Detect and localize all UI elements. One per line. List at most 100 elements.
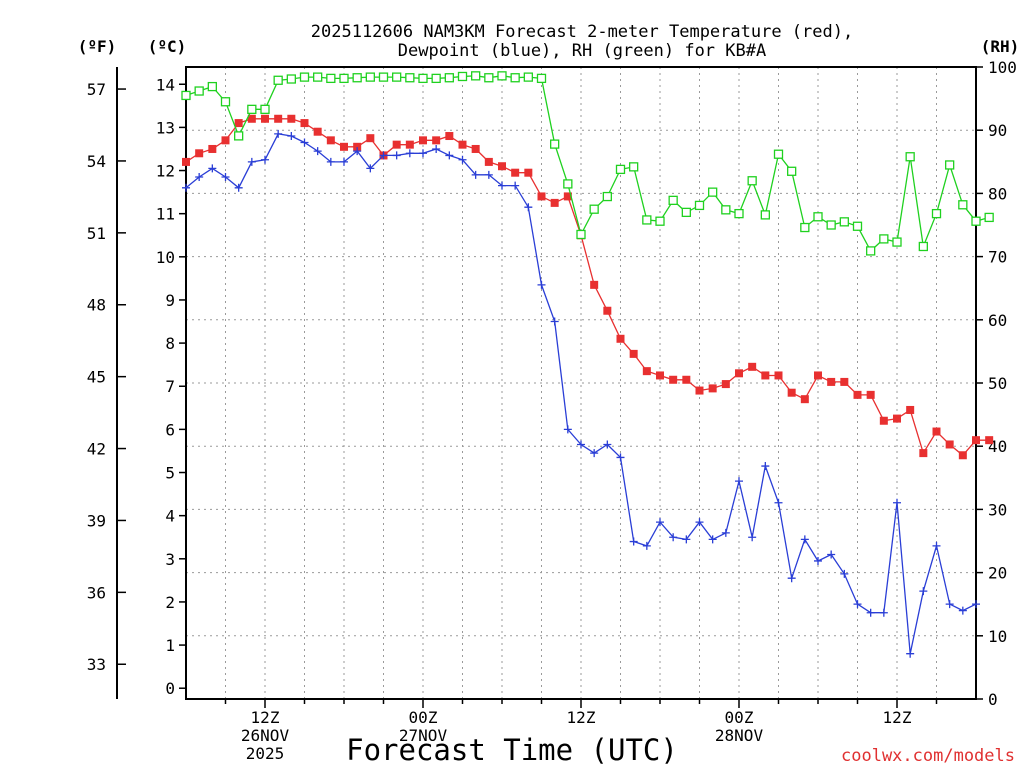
- dewpoint-point: [800, 535, 809, 544]
- temperature-point: [879, 416, 888, 425]
- rh-point: [852, 221, 863, 231]
- temperature-point: [550, 198, 559, 207]
- dewpoint-point: [274, 129, 283, 138]
- dewpoint-point: [550, 317, 559, 326]
- temperature-point: [958, 451, 967, 460]
- rh-point: [839, 217, 849, 227]
- temperature-point: [261, 114, 269, 123]
- temperature-point: [300, 119, 309, 128]
- rh-point: [418, 73, 428, 84]
- temperature-point: [247, 114, 256, 123]
- temperature-point: [445, 132, 454, 141]
- x-tick-label: 12Z: [567, 708, 596, 727]
- rh-point: [497, 71, 507, 81]
- rh-line: [185, 75, 990, 252]
- x-tick-label: 28NOV: [715, 726, 764, 745]
- temperature-point: [313, 127, 322, 136]
- x-tick-label: 27NOV: [399, 726, 448, 745]
- rh-point: [405, 73, 415, 83]
- celsius-tick-label: 13: [156, 118, 175, 137]
- temperature-point: [287, 114, 296, 123]
- temperature-point: [471, 144, 480, 153]
- dewpoint-point: [234, 183, 243, 192]
- dewpoint-point: [919, 587, 928, 596]
- fahrenheit-tick-label: 36: [87, 583, 106, 602]
- temperature-point: [748, 362, 757, 371]
- rh-point: [826, 220, 836, 230]
- celsius-tick-label: 12: [156, 162, 175, 181]
- temperature-point: [458, 140, 467, 149]
- rh-point: [734, 208, 744, 219]
- celsius-tick-label: 14: [156, 75, 175, 94]
- temperature-point: [919, 449, 928, 458]
- rh-point: [247, 104, 257, 114]
- dewpoint-point: [392, 151, 401, 160]
- rh-tick-label: 80: [988, 184, 1007, 203]
- rh-point: [879, 234, 889, 244]
- celsius-tick-label: 3: [165, 550, 175, 569]
- rh-point: [800, 222, 810, 233]
- rh-point: [352, 73, 362, 83]
- dewpoint-point: [748, 533, 757, 542]
- temperature-point: [721, 380, 730, 389]
- rh-tick-label: 30: [988, 500, 1007, 519]
- fahrenheit-tick-label: 39: [87, 511, 106, 530]
- fahrenheit-tick-label: 54: [87, 152, 106, 171]
- dewpoint-point: [445, 151, 454, 160]
- dewpoint-point: [972, 600, 980, 609]
- x-tick-label: 12Z: [883, 708, 912, 727]
- rh-point: [668, 195, 678, 206]
- temperature-point: [221, 136, 230, 145]
- temperature-point: [524, 168, 533, 177]
- dewpoint-point: [484, 170, 493, 179]
- temperature-point: [800, 395, 809, 404]
- dewpoint-point: [932, 541, 941, 550]
- temperature-point: [945, 440, 954, 449]
- x-tick-label: 26NOV: [241, 726, 290, 745]
- temperature-point: [893, 414, 901, 423]
- rh-tick-label: 60: [988, 311, 1007, 330]
- x-tick-label: 00Z: [725, 708, 754, 727]
- temperature-point: [195, 149, 204, 158]
- temperature-point: [932, 427, 941, 436]
- dewpoint-point: [326, 157, 335, 166]
- dewpoint-point: [656, 518, 664, 527]
- rh-point: [787, 166, 797, 176]
- dewpoint-point: [432, 144, 441, 153]
- rh-point: [234, 131, 244, 141]
- celsius-tick-label: 1: [165, 636, 175, 655]
- rh-tick-label: 90: [988, 121, 1007, 140]
- temperature-point: [590, 280, 599, 289]
- rh-point: [299, 72, 310, 82]
- rh-point: [773, 149, 784, 159]
- dewpoint-point: [511, 181, 520, 190]
- dewpoint-point: [629, 537, 638, 546]
- temperature-point: [985, 436, 994, 445]
- rh-point: [181, 90, 191, 101]
- rh-tick-label: 0: [988, 690, 998, 709]
- temperature-point: [695, 386, 704, 395]
- dewpoint-point: [853, 600, 862, 609]
- temperature-point: [340, 142, 348, 151]
- dewpoint-point: [221, 173, 230, 182]
- dewpoint-point: [524, 203, 533, 212]
- rh-point: [392, 72, 402, 82]
- rh-point: [760, 210, 770, 220]
- fahrenheit-tick-label: 48: [87, 296, 106, 315]
- celsius-tick-label: 10: [156, 248, 175, 267]
- dewpoint-point: [906, 649, 915, 658]
- rh-point: [207, 81, 217, 92]
- rh-point: [708, 187, 718, 197]
- celsius-tick-label: 5: [165, 464, 175, 483]
- rh-point: [365, 72, 375, 82]
- temperature-point: [274, 114, 283, 123]
- celsius-tick-label: 2: [165, 593, 175, 612]
- dewpoint-point: [182, 183, 190, 192]
- temperature-point: [840, 377, 849, 386]
- rh-point: [563, 179, 573, 189]
- dewpoint-point: [958, 606, 967, 615]
- rh-point: [444, 73, 454, 83]
- temperature-point: [735, 369, 743, 378]
- rh-point: [721, 205, 731, 215]
